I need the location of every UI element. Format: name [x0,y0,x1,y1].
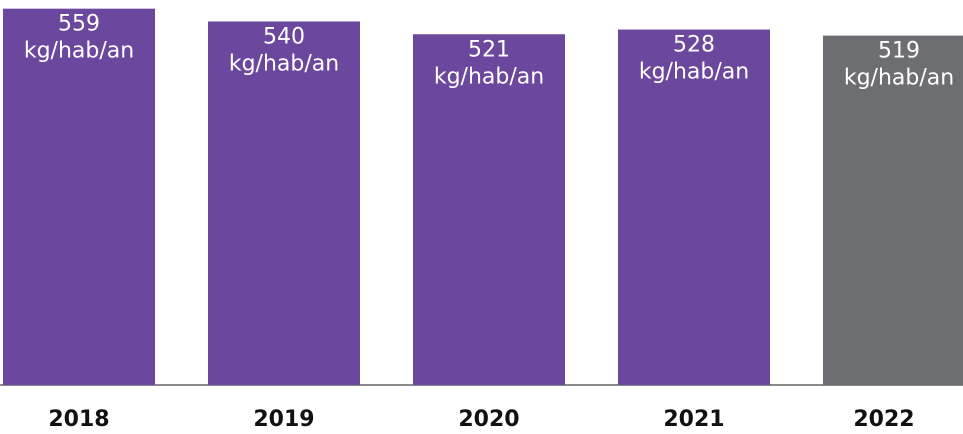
bar [208,21,360,385]
value-label: 528 [673,33,715,58]
value-unit: kg/hab/an [844,66,954,91]
value-unit: kg/hab/an [24,39,134,64]
value-unit: kg/hab/an [639,60,749,85]
value-unit: kg/hab/an [229,51,339,76]
bar [823,35,963,386]
value-label: 521 [468,37,510,62]
x-tick-label: 2022 [853,407,914,432]
bar [618,29,770,386]
value-label: 519 [878,39,920,64]
x-tick-label: 2018 [48,407,109,432]
x-tick-label: 2019 [253,407,314,432]
value-label: 559 [58,12,100,37]
bar [413,34,565,385]
value-unit: kg/hab/an [434,64,544,89]
bar [3,8,155,385]
x-tick-label: 2021 [663,407,724,432]
value-label: 540 [263,24,305,49]
x-tick-label: 2020 [458,407,519,432]
